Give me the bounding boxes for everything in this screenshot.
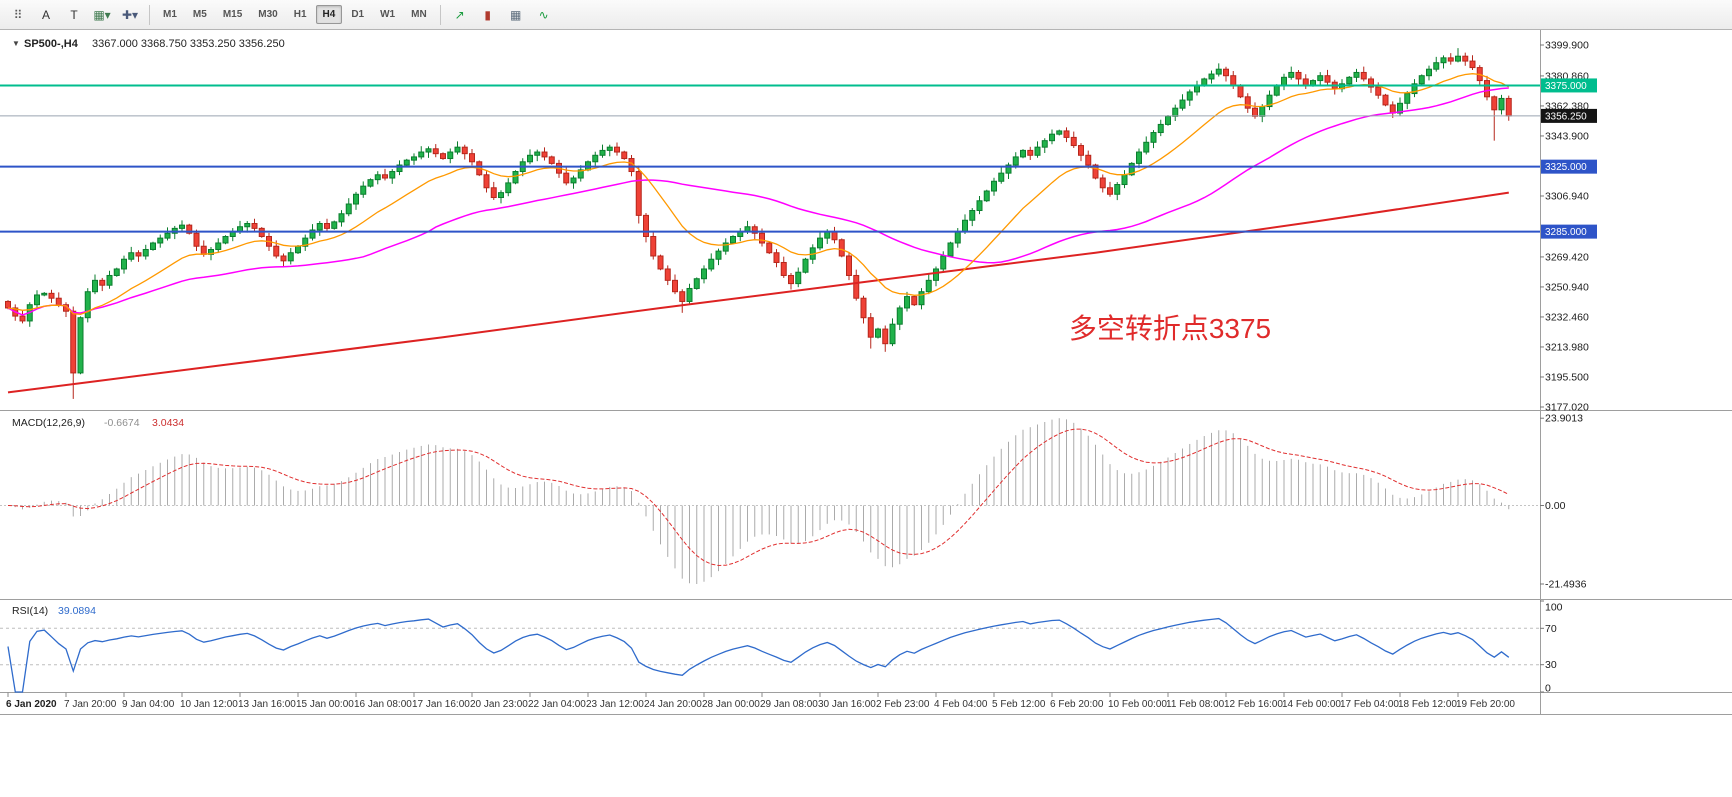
rsi-series: 100 70 30 0 <box>0 600 1563 695</box>
macd-label: MACD(12,26,9) <box>12 417 85 429</box>
time-axis-label: 23 Jan 12:00 <box>586 699 644 710</box>
toolbar: ⠿ A T ▦▾ ✚▾ M1 M5 M15 M30 H1 H4 D1 W1 MN ↗ ▮ ▦ ∿ <box>0 0 1732 30</box>
pattern-grid-icon[interactable]: ⠿ <box>13 7 23 22</box>
time-axis-label: 15 Jan 00:00 <box>296 699 354 710</box>
price-axis-label: 3195.500 <box>1545 371 1589 383</box>
candlestick-series <box>5 48 1512 399</box>
chart-plot-area[interactable] <box>0 30 1540 410</box>
panel-frame <box>0 30 1732 715</box>
moving-averages <box>7 73 1510 394</box>
toolbar-separator <box>149 4 150 25</box>
toolbar-separator <box>439 4 441 25</box>
time-axis-label: 19 Feb 20:00 <box>1456 699 1515 710</box>
macd-series: 23.9013 0.00 -21.4936 <box>0 413 1587 591</box>
price-axis-labels: 3399.9003380.8603362.3803343.9003306.940… <box>1540 40 1597 414</box>
time-axis-label: 17 Feb 04:00 <box>1340 699 1399 710</box>
price-badge: 3285.000 <box>1541 224 1597 239</box>
time-axis-label: 6 Jan 2020 <box>6 699 57 710</box>
tile-windows-icon[interactable]: ▦ <box>510 7 522 22</box>
rsi-axis-label: 70 <box>1545 623 1557 635</box>
time-axis-label: 9 Jan 04:00 <box>122 699 175 710</box>
time-axis-label: 24 Jan 20:00 <box>644 699 702 710</box>
time-axis-label: 14 Feb 00:00 <box>1282 699 1341 710</box>
symbol-collapse-icon[interactable]: ▼ <box>12 39 20 48</box>
trend-up-icon[interactable]: ↗ <box>454 7 465 22</box>
time-axis-label: 28 Jan 00:00 <box>702 699 760 710</box>
horizontal-line-objects[interactable] <box>0 84 1540 233</box>
timeframe-D1[interactable]: D1 <box>351 9 365 20</box>
shapes-dropdown[interactable]: ▦▾ <box>93 7 111 22</box>
time-axis-label: 2 Feb 23:00 <box>876 699 930 710</box>
price-axis-label: 3213.980 <box>1545 341 1589 353</box>
price-axis-label: 3399.900 <box>1545 40 1589 52</box>
svg-text:3356.250: 3356.250 <box>1545 111 1587 122</box>
macd-axis-label: 23.9013 <box>1545 413 1583 425</box>
time-axis-label: 5 Feb 12:00 <box>992 699 1046 710</box>
time-axis-label: 12 Feb 16:00 <box>1224 699 1283 710</box>
rsi-axis-label: 100 <box>1545 602 1563 614</box>
price-badge: 3356.250 <box>1541 108 1597 123</box>
time-axis-labels: 6 Jan 2020 7 Jan 20:00 9 Jan 04:00 10 Jan 1… <box>6 692 1515 710</box>
time-axis-label: 13 Jan 16:00 <box>238 699 296 710</box>
time-axis-label: 11 Feb 08:00 <box>1166 699 1225 710</box>
time-axis-label: 10 Jan 12:00 <box>180 699 238 710</box>
price-axis-label: 3232.460 <box>1545 311 1589 323</box>
text-label-tool[interactable]: A <box>41 7 50 22</box>
timeframe-MN[interactable]: MN <box>411 9 427 20</box>
macd-axis-label: -21.4936 <box>1545 579 1587 591</box>
time-axis-label: 17 Jan 16:00 <box>412 699 470 710</box>
time-axis-label: 6 Feb 20:00 <box>1050 699 1104 710</box>
symbol-label: SP500-,H4 <box>24 38 79 50</box>
svg-text:3325.000: 3325.000 <box>1545 162 1587 173</box>
macd-axis-label: 0.00 <box>1545 500 1566 512</box>
price-axis-label: 3250.940 <box>1545 281 1589 293</box>
svg-text:3285.000: 3285.000 <box>1545 227 1587 238</box>
time-axis-label: 16 Jan 08:00 <box>354 699 412 710</box>
svg-text:3375.000: 3375.000 <box>1545 81 1587 92</box>
price-badge: 3375.000 <box>1541 78 1597 93</box>
time-axis-label: 4 Feb 04:00 <box>934 699 988 710</box>
time-axis-label: 18 Feb 12:00 <box>1398 699 1457 710</box>
rsi-axis-label: 0 <box>1545 683 1551 695</box>
cursor-dropdown[interactable]: ✚▾ <box>121 7 139 22</box>
annotation-text[interactable]: 多空转折点3375 <box>1069 313 1271 344</box>
timeframe-H4[interactable]: H4 <box>315 5 343 24</box>
timeframe-M1[interactable]: M1 <box>163 9 177 20</box>
candlestick-mode-icon[interactable]: ▮ <box>484 7 491 22</box>
rsi-axis-label: 30 <box>1545 659 1557 671</box>
text-tool[interactable]: T <box>70 7 78 22</box>
time-axis-label: 7 Jan 20:00 <box>64 699 117 710</box>
ohlc-readout: 3367.000 3368.750 3353.250 3356.250 <box>92 38 285 50</box>
rsi-value: 39.0894 <box>58 605 96 617</box>
price-axis-label: 3306.940 <box>1545 190 1589 202</box>
timeframe-M30[interactable]: M30 <box>258 9 278 20</box>
price-axis-label: 3343.900 <box>1545 130 1589 142</box>
rsi-panel[interactable] <box>0 601 1540 692</box>
macd-signal-value: 3.0434 <box>152 417 184 429</box>
price-axis-label: 3177.020 <box>1545 402 1589 414</box>
timeframe-H1[interactable]: H1 <box>293 9 307 20</box>
time-axis-label: 29 Jan 08:00 <box>760 699 818 710</box>
timeframe-W1[interactable]: W1 <box>380 9 396 20</box>
time-axis-label: 22 Jan 04:00 <box>528 699 586 710</box>
price-axis-label: 3269.420 <box>1545 251 1589 263</box>
timeframe-M5[interactable]: M5 <box>192 9 207 20</box>
time-axis-label: 20 Jan 23:00 <box>470 699 528 710</box>
rsi-label: RSI(14) <box>12 605 48 617</box>
line-chart-icon[interactable]: ∿ <box>538 7 549 22</box>
price-badge: 3325.000 <box>1541 159 1597 174</box>
time-axis-label: 30 Jan 16:00 <box>818 699 876 710</box>
macd-main-value: -0.6674 <box>104 417 140 429</box>
timeframe-M15[interactable]: M15 <box>222 9 243 20</box>
time-axis-label: 10 Feb 00:00 <box>1108 699 1167 710</box>
